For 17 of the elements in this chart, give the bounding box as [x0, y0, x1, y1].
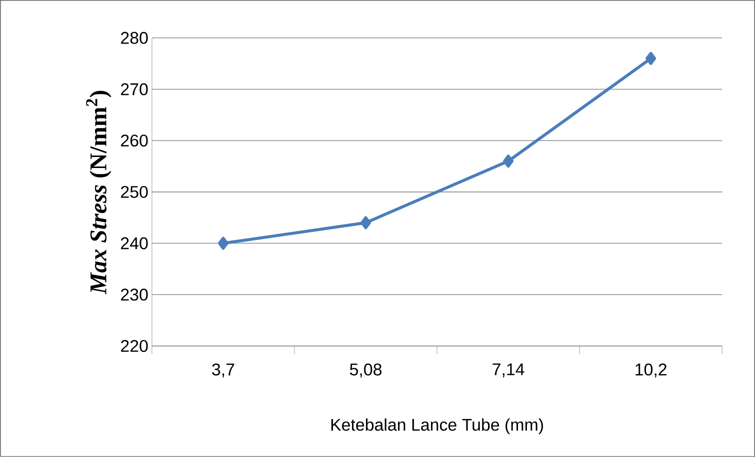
point: [218, 236, 228, 250]
y-tick-label: 230: [121, 288, 148, 301]
y-tick-label: 260: [121, 134, 148, 147]
y-tick-label: 240: [121, 237, 148, 250]
point: [646, 52, 656, 65]
x-tick-label: 10,2: [636, 364, 666, 378]
y-tick-label: 220: [121, 340, 148, 352]
x-tick-label: 3,7: [212, 364, 234, 378]
x-axis-title: Ketebalan Lance Tube (mm): [331, 418, 543, 434]
point: [503, 154, 514, 168]
x-tick-label: 5,08: [350, 364, 382, 378]
y-tick-label: 250: [121, 186, 148, 198]
y-tick-label: 270: [121, 83, 148, 96]
y-tick-label: 280: [121, 32, 148, 44]
y-axis-title: Max Stress (N/mm$^{2}$): [86, 90, 112, 294]
x-tick-label: 7,14: [492, 364, 524, 378]
point: [360, 216, 372, 230]
